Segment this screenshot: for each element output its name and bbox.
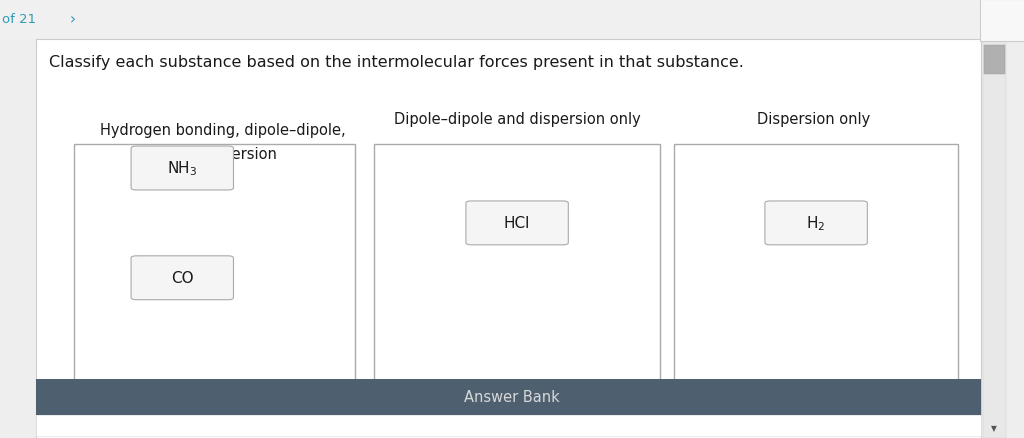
FancyBboxPatch shape (983, 39, 1006, 438)
Text: of 21: of 21 (2, 13, 36, 26)
Text: $\mathregular{NH}_{3}$: $\mathregular{NH}_{3}$ (167, 159, 198, 178)
FancyBboxPatch shape (674, 145, 958, 388)
Text: Dipole–dipole and dispersion only: Dipole–dipole and dispersion only (394, 112, 640, 127)
Text: ›: › (70, 12, 76, 27)
FancyBboxPatch shape (131, 256, 233, 300)
FancyBboxPatch shape (36, 39, 981, 438)
FancyBboxPatch shape (980, 0, 1024, 42)
FancyBboxPatch shape (374, 145, 660, 388)
FancyBboxPatch shape (131, 147, 233, 191)
Text: HCl: HCl (504, 216, 530, 231)
Text: and dispersion: and dispersion (169, 147, 278, 162)
FancyBboxPatch shape (984, 46, 1005, 74)
FancyBboxPatch shape (74, 145, 355, 388)
Text: CO: CO (171, 271, 194, 286)
Text: Classify each substance based on the intermolecular forces present in that subst: Classify each substance based on the int… (49, 55, 744, 70)
FancyBboxPatch shape (36, 415, 981, 436)
FancyBboxPatch shape (0, 0, 1024, 39)
Text: ▼: ▼ (991, 423, 997, 431)
Text: Hydrogen bonding, dipole–dipole,: Hydrogen bonding, dipole–dipole, (100, 123, 346, 138)
Text: $\mathregular{H}_{2}$: $\mathregular{H}_{2}$ (807, 214, 825, 233)
Text: Answer Bank: Answer Bank (464, 389, 560, 404)
FancyBboxPatch shape (466, 201, 568, 245)
Text: Atte: Atte (986, 14, 1014, 27)
Text: Dispersion only: Dispersion only (758, 112, 870, 127)
FancyBboxPatch shape (36, 379, 981, 415)
FancyBboxPatch shape (765, 201, 867, 245)
